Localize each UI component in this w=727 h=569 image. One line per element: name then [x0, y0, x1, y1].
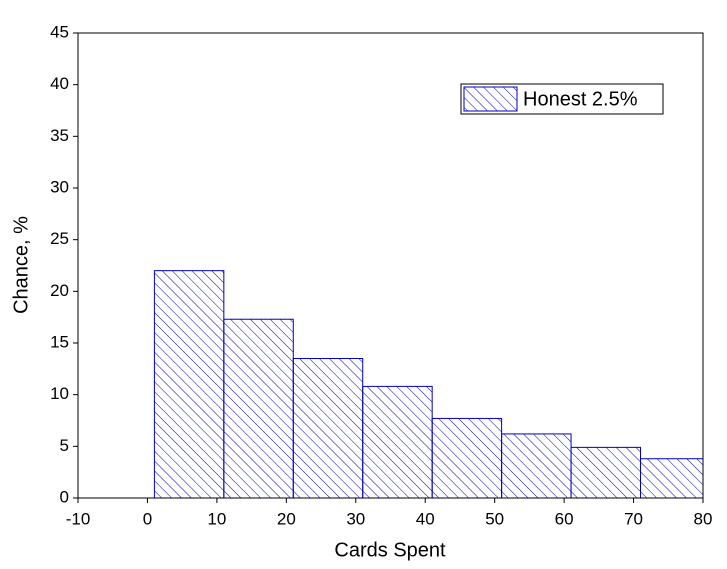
bar — [223, 318, 294, 498]
x-tick-label: 50 — [485, 509, 504, 528]
y-tick-label: 10 — [50, 384, 69, 403]
x-tick-label: 0 — [143, 509, 152, 528]
plot-area — [153, 270, 703, 498]
x-tick-label: 70 — [624, 509, 643, 528]
y-axis-title: Chance, % — [10, 216, 32, 314]
bar — [640, 458, 703, 498]
bar — [362, 385, 433, 498]
plot-frame — [77, 32, 704, 499]
y-tick-label: 40 — [50, 74, 69, 93]
x-tick-label: 60 — [555, 509, 574, 528]
y-tick-label: 30 — [50, 177, 69, 196]
x-tick-label: 30 — [346, 509, 365, 528]
bar — [431, 417, 503, 498]
y-tick-label: 20 — [50, 281, 69, 300]
y-tick-label: 25 — [50, 229, 69, 248]
y-tick-label: 15 — [50, 332, 69, 351]
bar — [292, 358, 364, 498]
legend-label: Honest 2.5% — [523, 88, 638, 110]
x-tick-label: 20 — [277, 509, 296, 528]
x-axis-title: Cards Spent — [334, 539, 446, 561]
y-tick-label: 0 — [60, 487, 69, 506]
x-tick-label: 80 — [694, 509, 713, 528]
y-tick-label: 5 — [60, 436, 69, 455]
x-tick-label: -10 — [66, 509, 91, 528]
bar — [570, 446, 641, 498]
x-tick-label: 40 — [416, 509, 435, 528]
bar — [153, 270, 225, 498]
x-tick-label: 10 — [207, 509, 226, 528]
legend-swatch — [463, 86, 518, 112]
y-tick-label: 45 — [50, 22, 69, 41]
bar — [501, 433, 572, 498]
y-tick-label: 35 — [50, 126, 69, 145]
